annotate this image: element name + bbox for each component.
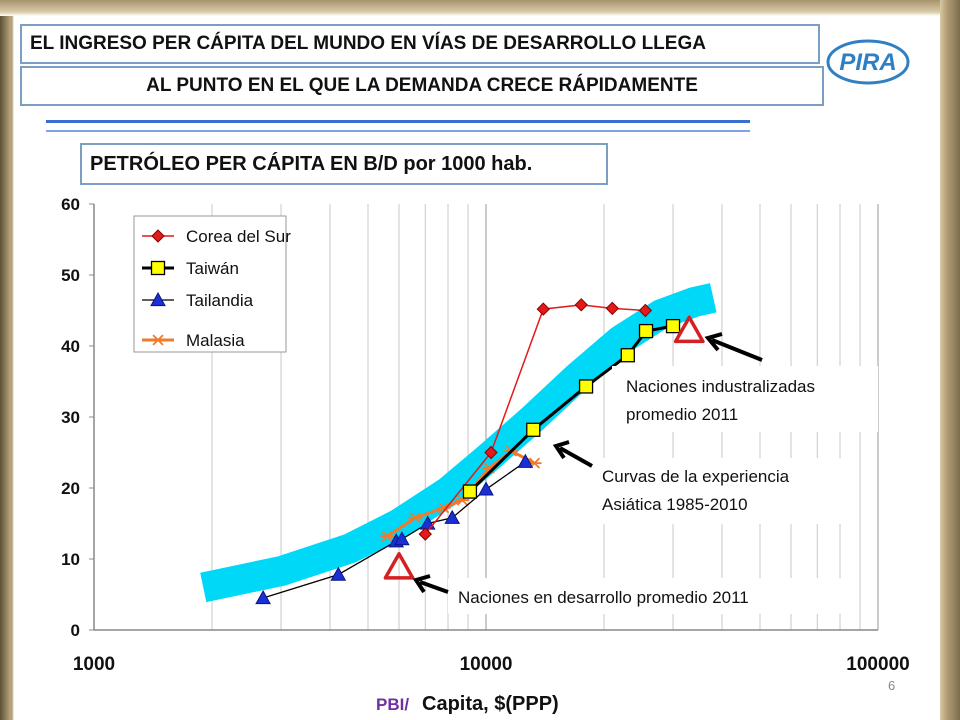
- data-point-corea-del-sur: [574, 298, 588, 312]
- data-point-tailandia: [330, 566, 347, 581]
- y-tick-label: 10: [61, 550, 80, 569]
- data-point-malasia: [436, 502, 451, 514]
- data-point-tailandia: [478, 481, 494, 496]
- y-tick-label: 20: [61, 479, 80, 498]
- title-line-1: EL INGRESO PER CÁPITA DEL MUNDO EN VÍAS …: [20, 24, 820, 64]
- chart-title: PETRÓLEO PER CÁPITA EN B/D por 1000 hab.: [80, 143, 608, 185]
- data-point-taiw-n: [638, 323, 654, 339]
- data-point-taiw-n: [665, 318, 681, 334]
- legend-label-malasia: Malasia: [186, 331, 245, 350]
- data-point-taiw-n: [620, 348, 635, 363]
- data-point-tailandia: [517, 453, 534, 468]
- arrow-head-asian: [552, 440, 570, 460]
- data-point-corea-del-sur: [536, 302, 550, 316]
- data-point-corea-del-sur: [638, 303, 653, 318]
- arrow-head-industrialized: [704, 332, 723, 352]
- x-axis-label-part1: PBI/: [376, 695, 409, 714]
- data-point-corea-del-sur: [418, 527, 432, 541]
- page-number: 6: [888, 678, 896, 693]
- arrow-developing: [419, 580, 449, 594]
- header-rule-secondary: [46, 130, 750, 132]
- x-axis-label-part2: Capita, $(PPP): [422, 693, 559, 715]
- data-point-tailandia: [255, 590, 271, 605]
- annotation-industrialized-line2: promedio 2011: [626, 405, 738, 424]
- x-tick-label: 1000: [73, 654, 115, 675]
- data-point-tailandia: [444, 509, 461, 524]
- legend-label-tailandia: Tailandia: [186, 291, 254, 310]
- y-tick-label: 30: [61, 408, 80, 427]
- y-tick-label: 40: [61, 337, 80, 356]
- arrow-asian: [559, 446, 593, 468]
- x-tick-label: 100000: [846, 654, 909, 675]
- legend: Corea del Sur Taiwán Tailandia Malasia: [133, 215, 291, 353]
- y-tick-label: 0: [71, 621, 80, 640]
- data-point-taiw-n: [578, 379, 594, 394]
- chart-canvas: 0 10 20 30 40 50 60 1000 10000 100000 Corea del S…: [61, 195, 910, 715]
- legend-marker-corea-del-sur: [151, 229, 165, 243]
- series-layer: [255, 298, 681, 605]
- data-point-malasia: [380, 530, 395, 542]
- x-tick-label: 10000: [460, 654, 513, 675]
- reference-markers: [383, 315, 705, 580]
- axes: 0 10 20 30 40 50 60 1000 10000 100000: [61, 195, 910, 675]
- reference-marker-industrialized: [673, 315, 705, 344]
- data-point-corea-del-sur: [484, 445, 498, 460]
- data-point-malasia: [408, 512, 423, 524]
- legend-marker-tailandia: [150, 291, 166, 307]
- reference-marker-developing: [383, 552, 415, 580]
- annotations: Naciones industralizadas promedio 2011 C…: [412, 332, 878, 614]
- legend-label-taiw-n: Taiwán: [186, 259, 239, 278]
- annotation-asian-line1: Curvas de la experiencia: [602, 467, 790, 486]
- arrow-head-developing: [412, 574, 431, 594]
- y-tick-label: 60: [61, 195, 80, 214]
- arrow-industrialized: [711, 338, 763, 362]
- annotation-asian-line2: Asiática 1985-2010: [602, 495, 748, 514]
- data-point-taiw-n: [526, 422, 541, 437]
- header-rule-primary: [46, 120, 750, 123]
- annotation-bg-industrialized: [612, 366, 878, 432]
- band-path: [200, 283, 717, 603]
- y-tick-label: 50: [61, 266, 80, 285]
- annotation-bg-developing: [448, 578, 842, 614]
- legend-marker-taiw-n: [150, 260, 166, 276]
- data-point-corea-del-sur: [605, 301, 620, 316]
- annotation-bg-asian: [590, 458, 846, 524]
- slide-frame-right: [940, 0, 960, 720]
- pira-logo: PIRA: [826, 39, 910, 85]
- annotation-industrialized-line1: Naciones industralizadas: [626, 377, 815, 396]
- logo-text: PIRA: [839, 49, 896, 76]
- data-point-taiw-n: [462, 484, 478, 499]
- asian-experience-band: [200, 283, 717, 603]
- slide-frame-top: [0, 0, 960, 16]
- annotation-developing: Naciones en desarrollo promedio 2011: [458, 588, 749, 607]
- title-line-2: AL PUNTO EN EL QUE LA DEMANDA CRECE RÁPI…: [20, 66, 824, 106]
- data-point-tailandia: [393, 531, 410, 546]
- legend-marker-malasia: [151, 334, 165, 346]
- legend-label-corea-del-sur: Corea del Sur: [186, 227, 291, 246]
